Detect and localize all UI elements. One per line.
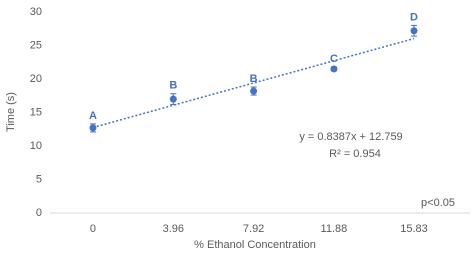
annotation: p<0.05 [421, 197, 455, 209]
point [89, 124, 97, 132]
y-axis-title: Time (s) [5, 92, 17, 132]
trendline [92, 37, 415, 129]
trendline-equation: y = 0.8387x + 12.759 [299, 131, 402, 143]
x-tick-label: 0 [90, 223, 96, 235]
x-tick-label: 11.88 [321, 223, 348, 235]
y-tick-label: 20 [30, 73, 42, 85]
point-label: A [89, 110, 97, 122]
point [410, 27, 418, 35]
point-label: D [410, 11, 418, 23]
y-tick-label: 30 [30, 6, 42, 18]
y-tick-label: 0 [36, 207, 42, 219]
x-axis-title: % Ethanol Concentration [194, 239, 316, 251]
x-tick-label: 3.96 [163, 223, 184, 235]
point [169, 95, 177, 103]
point-label: B [169, 80, 177, 92]
point-label: B [250, 73, 258, 85]
x-tick-label: 7.92 [243, 223, 264, 235]
r-squared: R² = 0.954 [329, 148, 381, 160]
x-tick-label: 15.83 [400, 223, 428, 235]
point [330, 65, 338, 73]
y-tick-label: 15 [30, 106, 42, 118]
y-tick-label: 25 [30, 39, 42, 51]
y-tick-label: 10 [30, 140, 42, 152]
point [250, 87, 258, 95]
point-label: C [330, 53, 338, 65]
y-tick-label: 5 [36, 173, 42, 185]
